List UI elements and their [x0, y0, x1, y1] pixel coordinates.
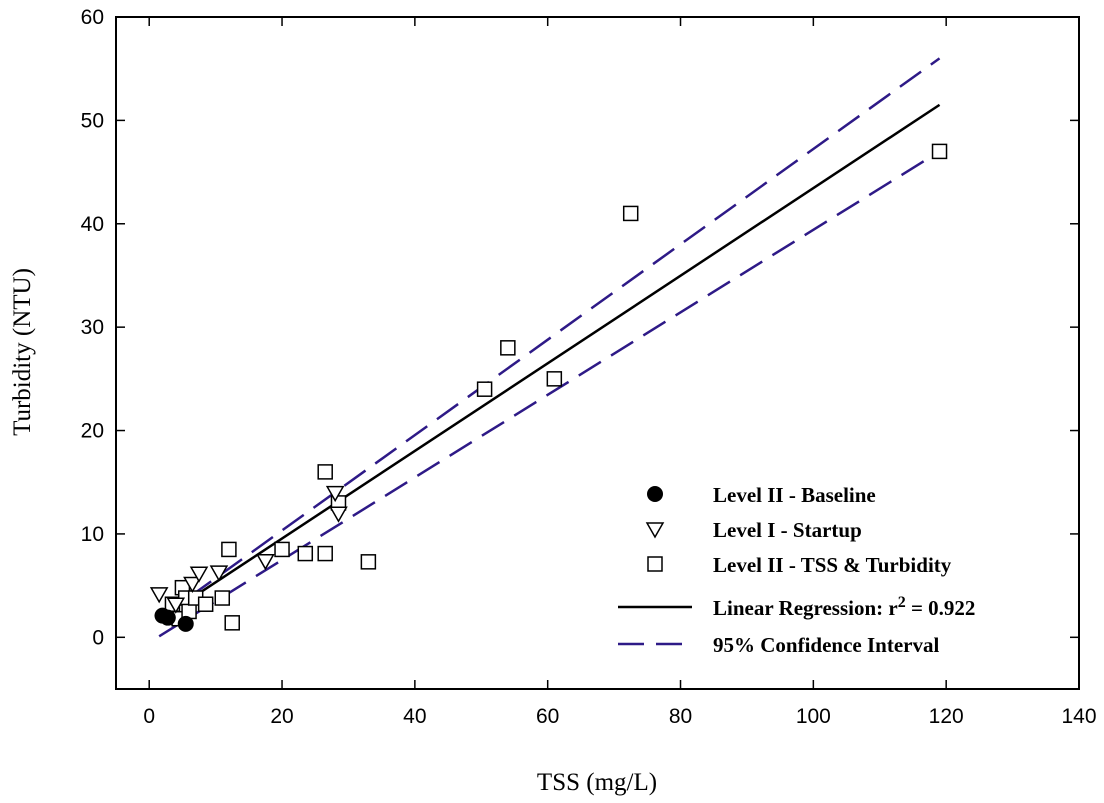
baseline-point — [177, 615, 194, 632]
tss-turbidity-point — [297, 545, 314, 562]
tss-turbidity-point — [197, 596, 214, 612]
y-tick-label: 30 — [81, 316, 104, 339]
tss-turbidity-point — [500, 340, 516, 356]
startup-point — [189, 566, 209, 583]
legend-label: Linear Regression: r2 = 0.922 — [713, 594, 975, 621]
x-axis-title: TSS (mg/L) — [537, 769, 657, 796]
tss-turbidity-point — [317, 464, 333, 480]
ci-upper-line — [158, 57, 941, 620]
tss-turbidity-point — [476, 381, 493, 397]
tss-turbidity-point — [546, 371, 563, 387]
plot-area — [149, 57, 948, 638]
tss-turbidity-point — [221, 541, 237, 558]
x-tick-label: 100 — [796, 705, 831, 728]
legend-symbol — [647, 556, 663, 572]
x-tick-label: 0 — [143, 705, 155, 728]
y-tick-label: 10 — [81, 523, 104, 546]
y-tick-label: 0 — [92, 626, 104, 649]
legend-label: Level II - TSS & Turbidity — [713, 553, 952, 577]
legend-symbol — [647, 486, 663, 502]
startup-point — [149, 587, 169, 604]
tss-turbidity-point — [224, 615, 240, 631]
baseline-point — [159, 609, 176, 626]
x-tick-label: 80 — [669, 705, 692, 728]
startup-point — [209, 565, 229, 582]
startup-point — [256, 554, 275, 571]
startup-point — [325, 485, 345, 503]
startup-point — [166, 597, 186, 614]
axis-ticks: 0 20 40 60 80 100 120 140 0 10 20 30 40 50 60 — [81, 6, 1097, 728]
x-tick-label: 120 — [929, 705, 964, 728]
legend-label-suffix: = 0.922 — [906, 596, 976, 620]
y-tick-label: 50 — [81, 109, 104, 132]
x-tick-label: 40 — [403, 705, 426, 728]
x-tick-label: 60 — [536, 705, 559, 728]
legend: Level II - Baseline Level I - Startup Leve… — [618, 483, 975, 657]
tss-turbidity-point — [360, 554, 377, 570]
x-tick-label: 20 — [270, 705, 293, 728]
startup-point — [329, 506, 348, 523]
tss-turbidity-point — [317, 545, 333, 562]
x-tick-label: 140 — [1061, 705, 1096, 728]
legend-label: 95% Confidence Interval — [713, 633, 939, 657]
tss-turbidity-point — [214, 590, 231, 606]
legend-label: Level I - Startup — [713, 518, 862, 542]
tss-turbidity-point — [931, 143, 948, 160]
tss-turbidity-point — [622, 205, 639, 222]
legend-symbol — [645, 522, 665, 539]
y-tick-label: 60 — [81, 6, 104, 29]
startup-point — [183, 576, 202, 594]
y-tick-label: 40 — [81, 213, 104, 236]
legend-superscript: 2 — [898, 594, 906, 611]
regression-line — [181, 103, 941, 606]
tss-turbidity-point — [274, 541, 290, 558]
legend-label: Level II - Baseline — [713, 483, 876, 507]
plot-frame — [115, 16, 1080, 690]
y-axis-title: Turbidity (NTU) — [9, 268, 36, 436]
y-tick-label: 20 — [81, 420, 104, 443]
